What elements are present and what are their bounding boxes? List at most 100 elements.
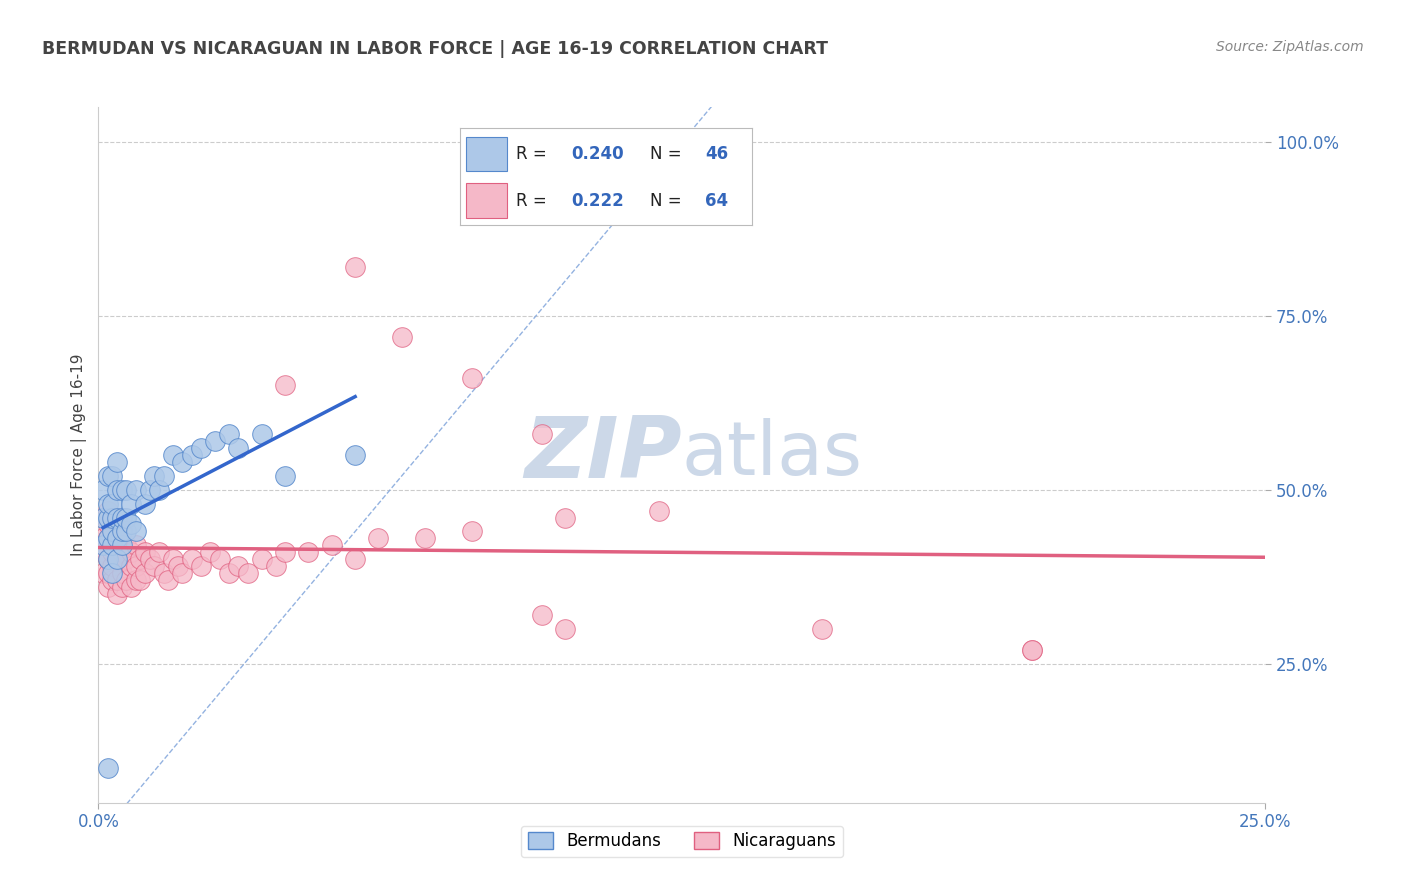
Point <box>120 517 142 532</box>
Point <box>1021 642 1043 657</box>
Point <box>413 532 436 546</box>
Point <box>143 559 166 574</box>
Point <box>101 510 124 524</box>
Point <box>120 497 142 511</box>
Point <box>101 559 124 574</box>
Point <box>97 497 120 511</box>
Text: Source: ZipAtlas.com: Source: ZipAtlas.com <box>1216 40 1364 54</box>
Point <box>111 538 134 552</box>
Point <box>297 545 319 559</box>
Point <box>115 538 138 552</box>
Point <box>125 524 148 539</box>
Point <box>97 552 120 566</box>
Point <box>228 441 250 455</box>
Point <box>461 524 484 539</box>
Point <box>105 510 128 524</box>
Point <box>120 559 142 574</box>
Point <box>157 573 180 587</box>
Point <box>91 538 114 552</box>
Point <box>228 559 250 574</box>
Point <box>97 517 120 532</box>
Point <box>264 559 287 574</box>
Point <box>97 503 120 517</box>
Point <box>91 545 114 559</box>
Point <box>148 483 170 497</box>
Point <box>105 483 128 497</box>
Point <box>111 483 134 497</box>
Point <box>105 524 128 539</box>
Point <box>129 552 152 566</box>
Y-axis label: In Labor Force | Age 16-19: In Labor Force | Age 16-19 <box>72 353 87 557</box>
Point <box>139 552 162 566</box>
Point <box>125 573 148 587</box>
Point <box>134 497 156 511</box>
Point <box>274 545 297 559</box>
Point <box>101 538 124 552</box>
Point <box>236 566 259 581</box>
Point <box>97 510 120 524</box>
Point <box>554 510 576 524</box>
Point <box>148 545 170 559</box>
Point <box>172 455 194 469</box>
Point <box>97 532 120 546</box>
Legend: Bermudans, Nicaraguans: Bermudans, Nicaraguans <box>522 826 842 857</box>
Point <box>105 552 128 566</box>
Point <box>1021 642 1043 657</box>
Point <box>101 524 124 539</box>
Text: BERMUDAN VS NICARAGUAN IN LABOR FORCE | AGE 16-19 CORRELATION CHART: BERMUDAN VS NICARAGUAN IN LABOR FORCE | … <box>42 40 828 58</box>
Point <box>208 552 231 566</box>
Point <box>274 378 297 392</box>
Point <box>250 552 273 566</box>
Point <box>111 524 134 539</box>
Point <box>101 510 124 524</box>
Point <box>111 545 134 559</box>
Point <box>162 552 184 566</box>
Point <box>134 545 156 559</box>
Point <box>647 503 669 517</box>
Point <box>115 510 138 524</box>
Point <box>344 448 367 462</box>
Point <box>530 427 553 442</box>
Point <box>274 468 297 483</box>
Point <box>461 371 484 385</box>
Point <box>111 510 134 524</box>
Point <box>101 566 124 581</box>
Point <box>105 538 128 552</box>
Point <box>344 552 367 566</box>
Point <box>91 483 114 497</box>
Point <box>105 587 128 601</box>
Point <box>91 532 114 546</box>
Point <box>344 260 367 274</box>
Text: ZIP: ZIP <box>524 413 682 497</box>
Point <box>97 468 120 483</box>
Point <box>218 427 240 442</box>
Point <box>115 524 138 539</box>
Point <box>105 532 128 546</box>
Point <box>125 483 148 497</box>
Point <box>97 552 120 566</box>
Point <box>200 545 222 559</box>
Point <box>111 580 134 594</box>
Point <box>101 497 124 511</box>
Point <box>97 532 120 546</box>
Point <box>125 559 148 574</box>
Point <box>101 545 124 559</box>
Point <box>152 468 174 483</box>
Point <box>105 510 128 524</box>
Point <box>111 566 134 581</box>
Point <box>143 468 166 483</box>
Point <box>120 580 142 594</box>
Point <box>91 566 114 581</box>
Point <box>166 559 188 574</box>
Point <box>172 566 194 581</box>
Point <box>321 538 343 552</box>
Point <box>115 483 138 497</box>
Point <box>129 573 152 587</box>
Point <box>367 532 389 546</box>
Point <box>111 524 134 539</box>
Point <box>105 573 128 587</box>
Point <box>97 761 120 775</box>
Point <box>115 552 138 566</box>
Point <box>530 607 553 622</box>
Point <box>120 545 142 559</box>
